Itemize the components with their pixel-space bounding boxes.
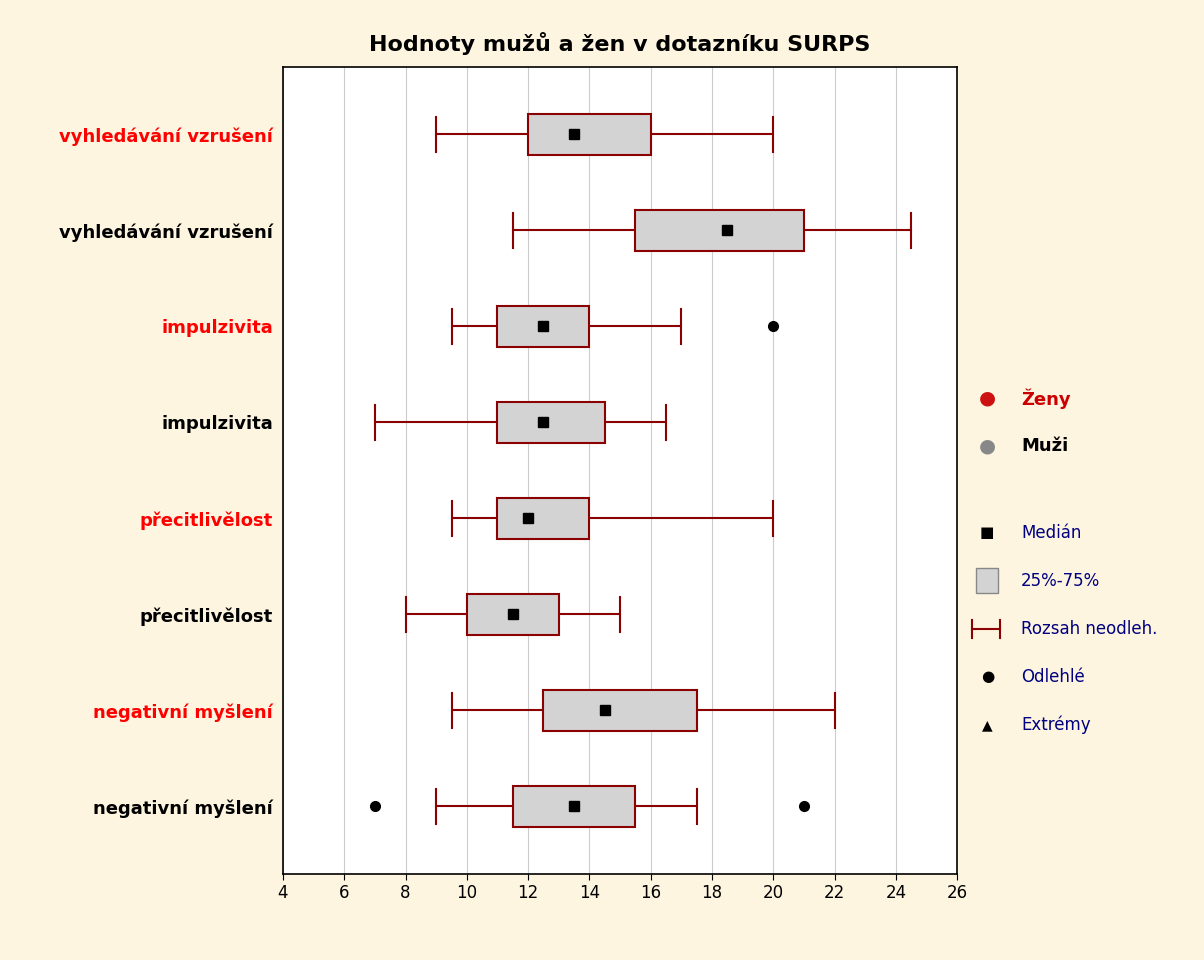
FancyBboxPatch shape (543, 690, 697, 731)
Text: Odlehlé: Odlehlé (1021, 668, 1085, 685)
Text: Extrémy: Extrémy (1021, 715, 1091, 734)
FancyBboxPatch shape (497, 402, 604, 443)
Text: Ženy: Ženy (1021, 388, 1070, 409)
Text: ●: ● (979, 389, 996, 408)
FancyBboxPatch shape (636, 210, 804, 251)
Text: ●: ● (979, 437, 996, 456)
Title: Hodnoty mužů a žen v dotazníku SURPS: Hodnoty mužů a žen v dotazníku SURPS (370, 32, 870, 55)
Text: ■: ■ (980, 525, 995, 540)
Text: 25%-75%: 25%-75% (1021, 572, 1100, 589)
Text: Muži: Muži (1021, 438, 1068, 455)
Text: Rozsah neodleh.: Rozsah neodleh. (1021, 620, 1157, 637)
FancyBboxPatch shape (529, 114, 650, 155)
Text: ●: ● (980, 669, 995, 684)
FancyBboxPatch shape (467, 594, 559, 635)
Text: Medián: Medián (1021, 524, 1081, 541)
FancyBboxPatch shape (497, 498, 590, 539)
FancyBboxPatch shape (497, 306, 590, 347)
FancyBboxPatch shape (513, 786, 636, 827)
Text: ▲: ▲ (982, 718, 992, 732)
